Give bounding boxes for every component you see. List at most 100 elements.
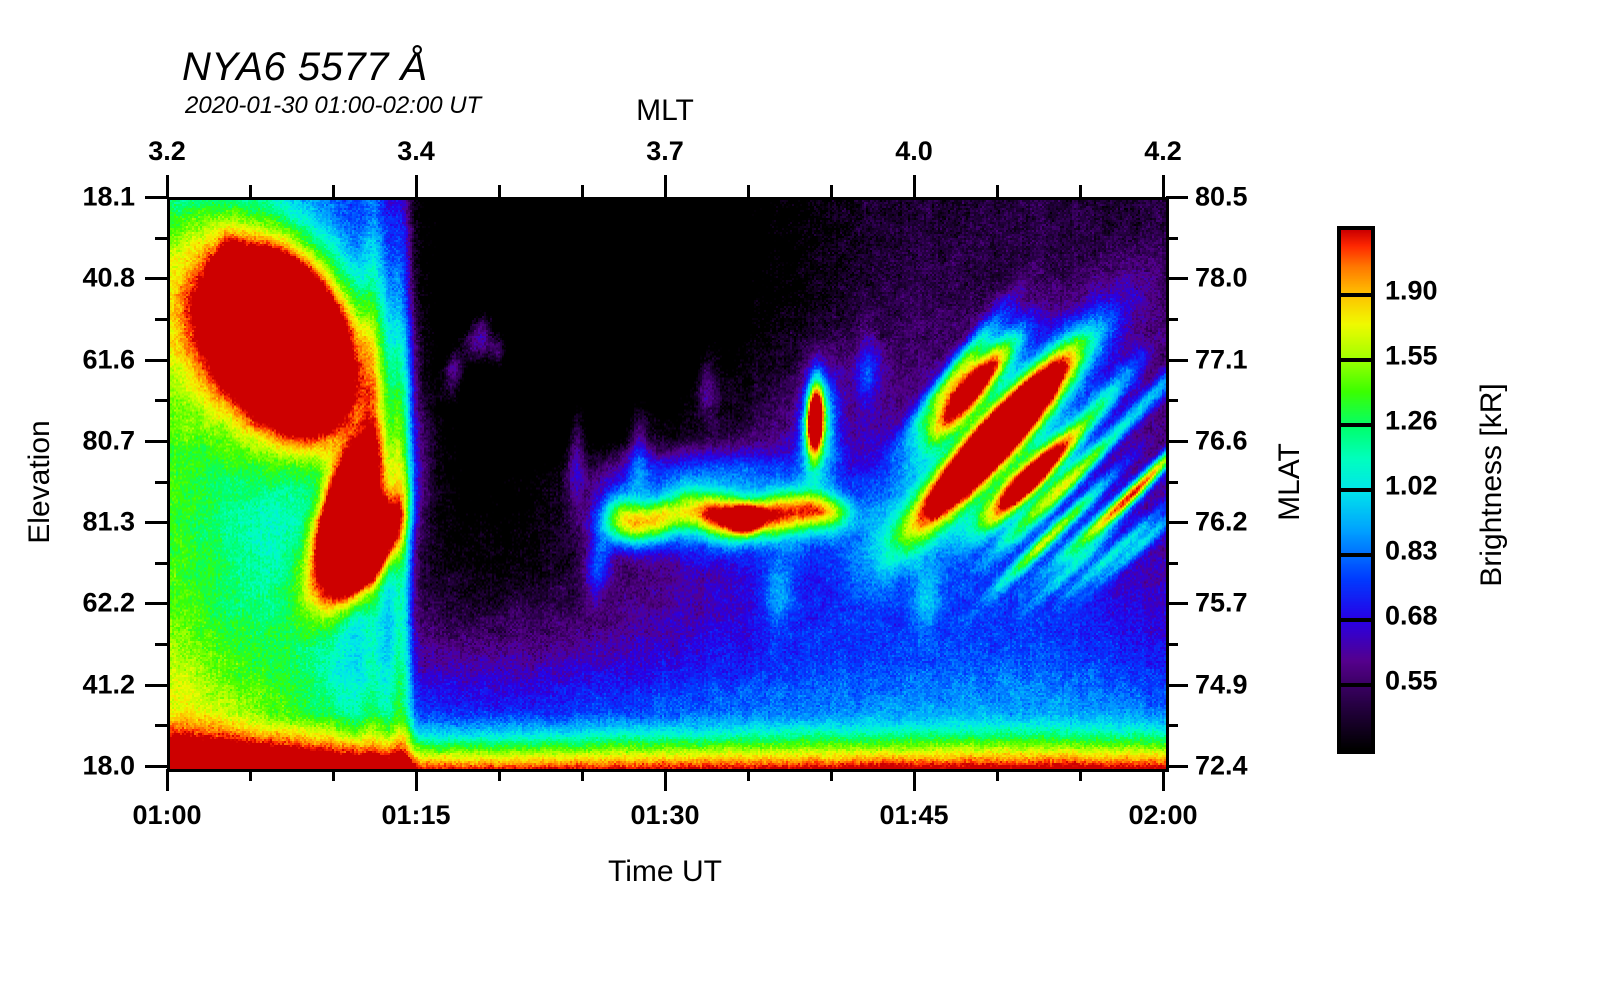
bottom-tick-0	[166, 769, 169, 791]
top-tick-label-0: 3.2	[148, 136, 186, 166]
right-tick-label-5: 75.7	[1195, 587, 1248, 618]
right-tick-label-6: 74.9	[1195, 669, 1248, 700]
colorbar-tick-label-2: 1.26	[1385, 405, 1438, 436]
right-tick-4	[1166, 521, 1188, 524]
bottom-minor-tick-1-1	[498, 769, 501, 781]
bottom-tick-label-1: 01:15	[381, 800, 451, 830]
left-minor-tick-0	[155, 237, 167, 240]
bottom-minor-tick-1-2	[581, 769, 584, 781]
left-tick-label-0: 18.1	[82, 181, 135, 212]
top-tick-label-1: 3.4	[397, 136, 435, 166]
left-tick-4	[145, 521, 167, 524]
top-tick-label-4: 4.2	[1144, 136, 1182, 166]
right-minor-tick-3	[1166, 481, 1178, 484]
bottom-axis-label: Time UT	[608, 855, 722, 888]
left-tick-label-5: 62.2	[82, 587, 135, 618]
top-tick-1	[415, 175, 418, 197]
right-tick-label-4: 76.2	[1195, 506, 1248, 537]
top-axis-label: MLT	[636, 94, 694, 127]
bottom-tick-2	[664, 769, 667, 791]
colorbar-separator-5	[1341, 618, 1371, 622]
bottom-minor-tick-3-1	[996, 769, 999, 781]
left-minor-tick-4	[155, 562, 167, 565]
bottom-minor-tick-0-2	[332, 769, 335, 781]
right-minor-tick-6	[1166, 724, 1178, 727]
colorbar-separator-2	[1341, 423, 1371, 427]
right-minor-tick-4	[1166, 562, 1178, 565]
left-tick-label-7: 18.0	[82, 750, 135, 781]
bottom-tick-1	[415, 769, 418, 791]
left-tick-7	[145, 765, 167, 768]
colorbar-tick-label-0: 1.90	[1385, 275, 1438, 306]
left-minor-tick-1	[155, 318, 167, 321]
top-minor-tick-1-2	[581, 185, 584, 197]
right-minor-tick-0	[1166, 237, 1178, 240]
right-minor-tick-2	[1166, 399, 1178, 402]
left-tick-label-2: 61.6	[82, 344, 135, 375]
right-axis-label: MLAT	[1273, 443, 1306, 521]
right-minor-tick-1	[1166, 318, 1178, 321]
right-tick-7	[1166, 765, 1188, 768]
right-tick-1	[1166, 277, 1188, 280]
left-tick-0	[145, 196, 167, 199]
colorbar-tick-label-6: 0.55	[1385, 665, 1438, 696]
colorbar-tick-label-4: 0.83	[1385, 535, 1438, 566]
colorbar-separator-6	[1341, 683, 1371, 687]
figure-title: NYA6 5577 Å	[182, 45, 428, 89]
colorbar-tick-label-1: 1.55	[1385, 340, 1438, 371]
bottom-tick-label-3: 01:45	[879, 800, 949, 830]
colorbar-separator-0	[1341, 293, 1371, 297]
right-tick-0	[1166, 196, 1188, 199]
keogram-image	[170, 200, 1166, 769]
top-minor-tick-0-1	[249, 185, 252, 197]
bottom-tick-label-2: 01:30	[630, 800, 700, 830]
top-tick-label-3: 4.0	[895, 136, 933, 166]
colorbar-separator-1	[1341, 358, 1371, 362]
top-minor-tick-2-1	[747, 185, 750, 197]
left-tick-label-6: 41.2	[82, 669, 135, 700]
left-tick-5	[145, 602, 167, 605]
right-tick-label-3: 76.6	[1195, 425, 1248, 456]
top-minor-tick-1-1	[498, 185, 501, 197]
top-minor-tick-3-2	[1079, 185, 1082, 197]
left-minor-tick-5	[155, 643, 167, 646]
colorbar-tick-label-5: 0.68	[1385, 600, 1438, 631]
right-tick-3	[1166, 440, 1188, 443]
right-tick-6	[1166, 684, 1188, 687]
left-tick-6	[145, 684, 167, 687]
right-tick-label-7: 72.4	[1195, 750, 1248, 781]
right-minor-tick-5	[1166, 643, 1178, 646]
bottom-tick-label-0: 01:00	[132, 800, 202, 830]
colorbar-tick-label-3: 1.02	[1385, 470, 1438, 501]
top-tick-4	[1162, 175, 1165, 197]
top-minor-tick-3-1	[996, 185, 999, 197]
bottom-minor-tick-2-1	[747, 769, 750, 781]
left-minor-tick-2	[155, 399, 167, 402]
colorbar-label: Brightness [kR]	[1475, 383, 1508, 587]
left-minor-tick-6	[155, 724, 167, 727]
bottom-minor-tick-0-1	[249, 769, 252, 781]
left-tick-label-4: 81.3	[82, 506, 135, 537]
top-tick-2	[664, 175, 667, 197]
bottom-tick-label-4: 02:00	[1128, 800, 1198, 830]
left-tick-1	[145, 277, 167, 280]
left-tick-label-3: 80.7	[82, 425, 135, 456]
left-axis-label: Elevation	[23, 420, 56, 544]
colorbar[interactable]	[1337, 226, 1375, 754]
figure-subtitle: 2020-01-30 01:00-02:00 UT	[185, 92, 482, 119]
top-tick-0	[166, 175, 169, 197]
left-minor-tick-3	[155, 481, 167, 484]
right-tick-5	[1166, 602, 1188, 605]
left-tick-3	[145, 440, 167, 443]
bottom-minor-tick-2-2	[830, 769, 833, 781]
top-minor-tick-0-2	[332, 185, 335, 197]
top-tick-label-2: 3.7	[646, 136, 684, 166]
left-tick-label-1: 40.8	[82, 262, 135, 293]
colorbar-separator-4	[1341, 553, 1371, 557]
top-minor-tick-2-2	[830, 185, 833, 197]
bottom-minor-tick-3-2	[1079, 769, 1082, 781]
right-tick-label-2: 77.1	[1195, 344, 1248, 375]
right-tick-label-0: 80.5	[1195, 181, 1248, 212]
keogram-plot-area[interactable]	[167, 197, 1169, 772]
